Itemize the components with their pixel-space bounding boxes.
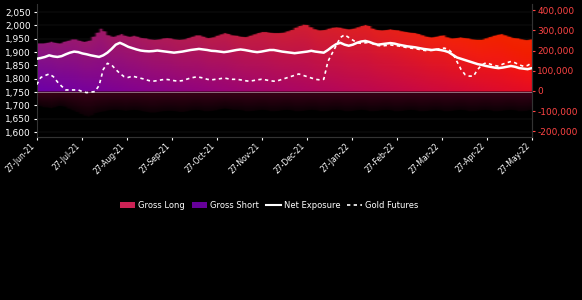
- Legend: Gross Long, Gross Short, Net Exposure, Gold Futures: Gross Long, Gross Short, Net Exposure, G…: [116, 197, 422, 213]
